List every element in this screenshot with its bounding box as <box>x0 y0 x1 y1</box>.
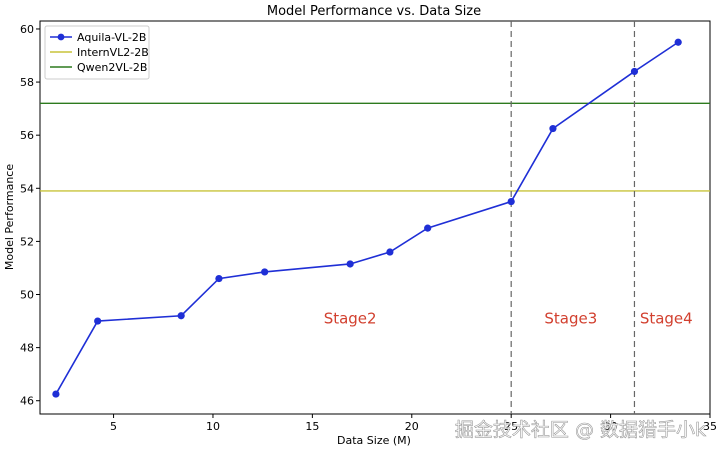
data-point <box>424 224 432 232</box>
x-axis-ticks: 5 10 15 20 25 30 35 <box>110 414 717 433</box>
data-point <box>346 260 354 268</box>
chart-title: Model Performance vs. Data Size <box>267 4 481 19</box>
legend-swatch-marker <box>57 33 65 41</box>
y-tick-label: 54 <box>20 182 34 195</box>
stage-dividers <box>510 21 636 414</box>
data-point <box>674 38 682 46</box>
legend-entry-label: Aquila-VL-2B <box>77 31 146 44</box>
data-point <box>94 317 102 325</box>
data-point <box>177 312 185 320</box>
stage-annotation: Stage4 <box>640 309 693 327</box>
stage-annotation: Stage3 <box>544 309 597 327</box>
data-point <box>507 197 515 206</box>
series-line <box>55 41 679 395</box>
y-tick-label: 52 <box>20 235 34 248</box>
data-point <box>215 274 223 283</box>
data-point <box>386 248 394 256</box>
plot-area <box>39 20 711 415</box>
x-tick-label: 30 <box>604 420 618 433</box>
x-axis-label: Data Size (M) <box>337 434 411 447</box>
x-tick-label: 10 <box>206 420 220 433</box>
y-tick-label: 50 <box>20 289 34 302</box>
y-axis-label: Model Performance <box>3 164 16 270</box>
y-tick-label: 46 <box>20 395 34 408</box>
series-group <box>52 38 682 398</box>
x-tick-label: 35 <box>703 420 717 433</box>
y-tick-label: 58 <box>20 76 34 89</box>
legend-entry-label: InternVL2-2B <box>77 46 149 59</box>
data-point <box>630 67 639 76</box>
y-tick-label: 56 <box>20 129 34 142</box>
x-tick-label: 20 <box>405 420 419 433</box>
data-point <box>261 268 269 276</box>
legend-box <box>44 25 150 80</box>
watermark: 掘金技术社区 @ 数据猎手小k <box>455 419 706 441</box>
stage-annotation: Stage2 <box>324 309 377 327</box>
y-tick-label: 48 <box>20 342 34 355</box>
y-axis-ticks: 46 48 50 52 54 56 58 60 <box>20 23 40 408</box>
x-tick-label: 15 <box>305 420 319 433</box>
data-point <box>549 124 557 133</box>
stage-annotations: Stage2 Stage3 Stage4 <box>324 309 693 327</box>
x-tick-label: 5 <box>110 420 117 433</box>
data-point <box>52 390 60 398</box>
legend: Aquila-VL-2B InternVL2-2B Qwen2VL-2B <box>44 25 150 80</box>
x-tick-label: 25 <box>504 420 518 433</box>
reference-lines <box>40 102 710 192</box>
legend-entry-label: Qwen2VL-2B <box>77 61 147 74</box>
y-tick-label: 60 <box>20 23 34 36</box>
